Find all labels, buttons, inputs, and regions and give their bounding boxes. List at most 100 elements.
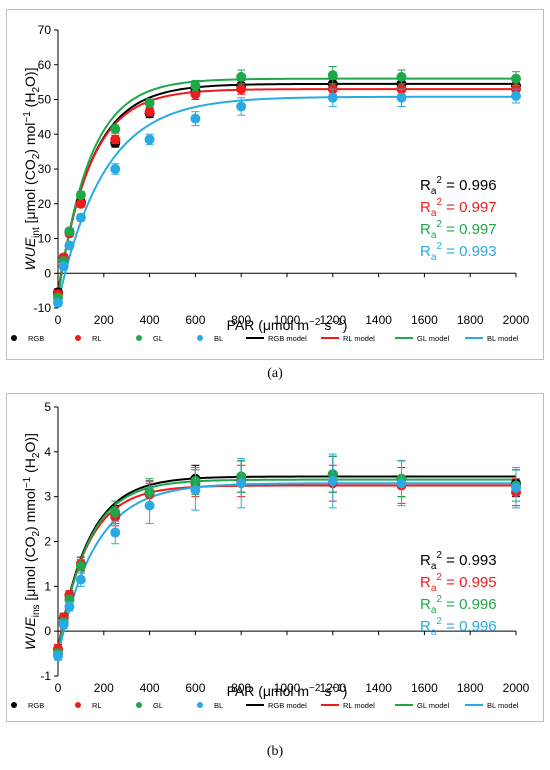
data-point-bl [144, 134, 155, 145]
x-tick-label: 1600 [411, 313, 438, 327]
y-tick-label: 60 [38, 58, 52, 72]
model-curve-gl [57, 77, 516, 298]
x-tick-label: 400 [140, 681, 160, 695]
data-point-bl [75, 212, 86, 223]
y-tick-label: 0 [44, 624, 51, 638]
data-point-bl [190, 484, 201, 495]
y-tick-label: -10 [34, 301, 52, 315]
legend-marker-rgb [11, 702, 17, 708]
x-tick-label: 2000 [503, 681, 530, 695]
legend-marker-rl [75, 702, 81, 708]
legend-label: BL [214, 334, 223, 343]
x-tick-label: 1000 [274, 313, 301, 327]
r2-annotation: Ra2 = 0.997 [420, 197, 497, 219]
data-point-bl [58, 261, 69, 272]
x-tick-label: 2000 [503, 313, 530, 327]
x-tick-label: 200 [94, 313, 114, 327]
r2-annotation: Ra2 = 0.995 [420, 572, 497, 594]
data-point-bl [110, 164, 121, 174]
r2-annotation: Ra2 = 0.997 [420, 219, 497, 241]
y-tick-label: 40 [38, 127, 52, 141]
r2-annotation: Ra2 = 0.996 [420, 175, 497, 197]
data-point-bl [327, 92, 338, 103]
y-tick-label: 70 [38, 23, 52, 37]
model-curve-rl [57, 88, 516, 295]
x-tick-label: 0 [55, 313, 62, 327]
data-point-gl [75, 190, 86, 201]
data-point-bl [64, 240, 75, 251]
panel-b-caption: (b) [266, 744, 284, 759]
legend-marker-rgb [11, 335, 17, 341]
legend-label: BL [214, 701, 223, 710]
y-tick-label: -1 [40, 669, 51, 683]
r2-annotation: Ra2 = 0.996 [420, 616, 497, 638]
y-tick-label: 3 [44, 490, 51, 504]
x-tick-label: 1400 [365, 313, 392, 327]
legend-marker-gl [136, 702, 142, 708]
y-tick-label: 2 [44, 535, 51, 549]
data-point-bl [511, 482, 521, 493]
data-point-rl [110, 134, 121, 145]
data-point-bl [396, 478, 407, 489]
x-tick-label: 1800 [457, 313, 484, 327]
data-point-bl [327, 475, 338, 486]
panel-b-frame [6, 393, 544, 722]
x-tick-label: 1200 [319, 313, 346, 327]
data-point-bl [236, 101, 247, 112]
legend-label: RGB [28, 701, 44, 710]
data-point-bl [396, 92, 407, 103]
model-curve-rgb [57, 475, 516, 650]
data-point-rl [190, 89, 201, 100]
y-tick-label: 30 [38, 162, 52, 176]
data-point-bl [53, 650, 63, 661]
legend-label: GL [153, 334, 163, 343]
legend-label: RL [92, 701, 102, 710]
r2-annotation: Ra2 = 0.996 [420, 594, 497, 616]
x-tick-label: 1200 [319, 681, 346, 695]
data-point-bl [511, 91, 521, 102]
legend-label: BL model [487, 701, 519, 710]
y-tick-label: 0 [44, 266, 51, 280]
r2-annotation: Ra2 = 0.993 [420, 550, 497, 572]
legend-label: RL model [343, 701, 375, 710]
legend-label: RGB [28, 334, 44, 343]
x-tick-label: 400 [140, 313, 160, 327]
legend-label: GL [153, 701, 163, 710]
legend-label: BL model [487, 334, 519, 343]
data-point-gl [327, 70, 338, 81]
legend-marker-rl [75, 335, 81, 341]
data-point-gl [511, 73, 521, 84]
data-point-bl [110, 527, 121, 538]
data-point-gl [236, 71, 247, 82]
panel-a-caption: (a) [267, 366, 283, 381]
legend-label: RGB model [268, 334, 307, 343]
x-tick-label: 200 [94, 681, 114, 695]
x-tick-label: 800 [231, 313, 251, 327]
data-point-bl [190, 113, 201, 124]
data-point-bl [64, 601, 75, 612]
y-tick-label: 10 [38, 232, 52, 246]
data-point-rl [144, 106, 155, 117]
model-curve-rl [57, 484, 516, 650]
data-point-gl [64, 226, 75, 237]
r2-annotation: Ra2 = 0.993 [420, 241, 497, 263]
y-axis-title: WUEint [μmol (CO2) mol−1 (H2O)] [22, 68, 42, 271]
chart-b: -1 0 1 2 3 4 5 0 200 400 600 800 1000 1200 1400 1600 180… [11, 400, 530, 710]
data-point-bl [236, 478, 247, 489]
data-point-gl [75, 561, 86, 572]
data-point-gl [190, 80, 201, 91]
data-point-rl [236, 84, 247, 95]
legend-marker-gl [136, 335, 142, 341]
panel-a-frame [6, 9, 544, 360]
y-tick-label: 1 [44, 579, 51, 593]
y-tick-label: 4 [44, 445, 51, 459]
data-point-rl [75, 198, 86, 209]
legend-label: RGB model [268, 701, 307, 710]
x-tick-label: 600 [185, 313, 205, 327]
legend-label: GL model [417, 334, 450, 343]
x-tick-label: 600 [185, 681, 205, 695]
y-tick-label: 50 [38, 93, 52, 107]
y-tick-label: 20 [38, 197, 52, 211]
x-tick-label: 1800 [457, 681, 484, 695]
